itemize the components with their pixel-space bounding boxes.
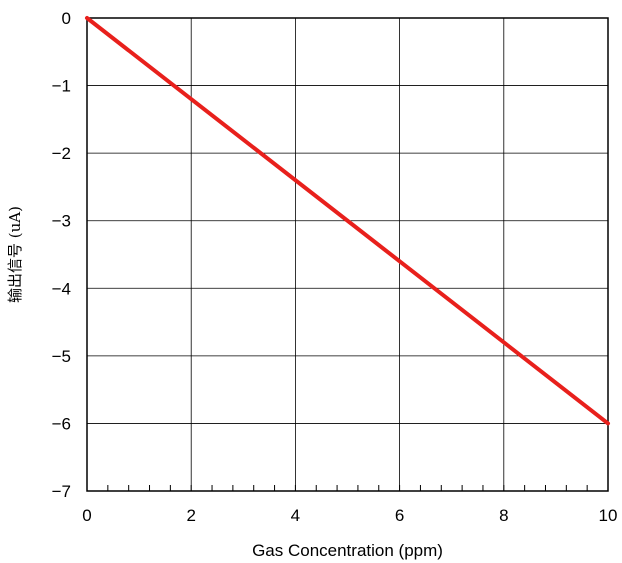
x-tick-label: 8 xyxy=(499,506,508,525)
x-tick-label: 0 xyxy=(82,506,91,525)
y-tick-label: −7 xyxy=(52,482,71,501)
series-layer xyxy=(85,16,610,426)
x-tick-label: 10 xyxy=(599,506,618,525)
y-tick-label: −6 xyxy=(52,414,71,433)
x-axis-title: Gas Concentration (ppm) xyxy=(252,541,443,560)
grid xyxy=(87,18,608,491)
y-tick-label: 0 xyxy=(62,9,71,28)
x-minor-ticks xyxy=(107,485,588,491)
y-tick-labels: 0 −1 −2 −3 −4 −5 −6 −7 xyxy=(52,9,71,501)
x-tick-labels: 0 2 4 6 8 10 xyxy=(82,506,617,525)
x-tick-label: 6 xyxy=(395,506,404,525)
series-line xyxy=(85,16,610,426)
y-tick-label: −3 xyxy=(52,212,71,231)
x-tick-label: 4 xyxy=(291,506,300,525)
y-tick-label: −5 xyxy=(52,347,71,366)
x-tick-label: 2 xyxy=(186,506,195,525)
plot-area-frame xyxy=(86,17,609,492)
y-axis-title: 输出信号 (uA) xyxy=(6,206,24,303)
y-tick-label: −2 xyxy=(52,144,71,163)
y-tick-label: −4 xyxy=(52,279,71,298)
y-tick-label: −1 xyxy=(52,77,71,96)
